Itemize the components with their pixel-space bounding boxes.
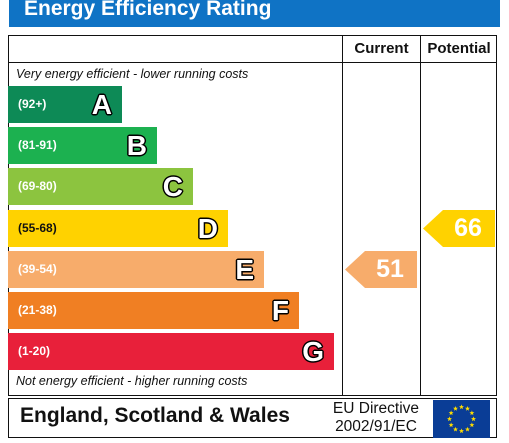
eu-flag-star [448, 422, 454, 428]
band-letter-b: B [126, 130, 147, 161]
band-letter-g: G [302, 336, 324, 367]
eu-flag-star [447, 416, 452, 422]
band-range-d: (55-68) [18, 221, 57, 235]
eu-flag-star [459, 428, 464, 434]
header-divider [8, 62, 497, 63]
eu-flag-star [469, 410, 475, 416]
title-banner [9, 0, 500, 27]
eu-flag-icon [433, 400, 490, 438]
rating-bar-f: (21-38) F [8, 292, 299, 329]
eu-flag-star [459, 404, 464, 410]
band-range-c: (69-80) [18, 179, 57, 193]
eu-flag-star [453, 406, 458, 411]
rating-bar-g: (1-20) G [8, 333, 334, 370]
top-note: Very energy efficient - lower running co… [16, 67, 249, 81]
potential-header: Potential [427, 40, 491, 57]
region-label: England, Scotland & Wales [20, 404, 290, 427]
eu-flag-star [453, 426, 458, 432]
eu-flag-star [469, 422, 475, 428]
eu-directive: EU Directive 2002/91/EC [325, 400, 427, 436]
band-letter-e: E [235, 254, 254, 285]
eu-directive-line2: 2002/91/EC [335, 418, 417, 435]
eu-directive-line1: EU Directive [332, 400, 420, 417]
current-column-divider [342, 35, 343, 396]
band-range-b: (81-91) [18, 138, 57, 152]
eu-flag-star [465, 426, 470, 432]
current-rating-value: 51 [376, 255, 404, 283]
chart-title: Energy Efficiency Rating [24, 0, 272, 20]
band-range-f: (21-38) [18, 303, 57, 317]
band-letter-a: A [91, 89, 112, 120]
rating-bar-a: (92+) A [8, 86, 122, 123]
band-letter-f: F [271, 295, 289, 326]
band-range-a: (92+) [18, 97, 47, 111]
eu-flag-star [448, 410, 454, 416]
rating-bar-d: (55-68) D [8, 210, 228, 247]
potential-rating-value: 66 [454, 214, 482, 242]
potential-column-divider [420, 35, 421, 396]
current-header: Current [354, 40, 409, 57]
eu-flag-star [471, 416, 476, 422]
rating-bar-e: (39-54) E [8, 251, 264, 288]
band-letter-c: C [162, 171, 183, 202]
eu-flag-star [465, 406, 470, 411]
band-range-e: (39-54) [18, 262, 57, 276]
band-letter-d: D [197, 213, 218, 244]
band-range-g: (1-20) [18, 344, 51, 358]
rating-bar-c: (69-80) C [8, 168, 193, 205]
bottom-note: Not energy efficient - higher running co… [16, 374, 248, 388]
rating-bar-b: (81-91) B [8, 127, 157, 164]
